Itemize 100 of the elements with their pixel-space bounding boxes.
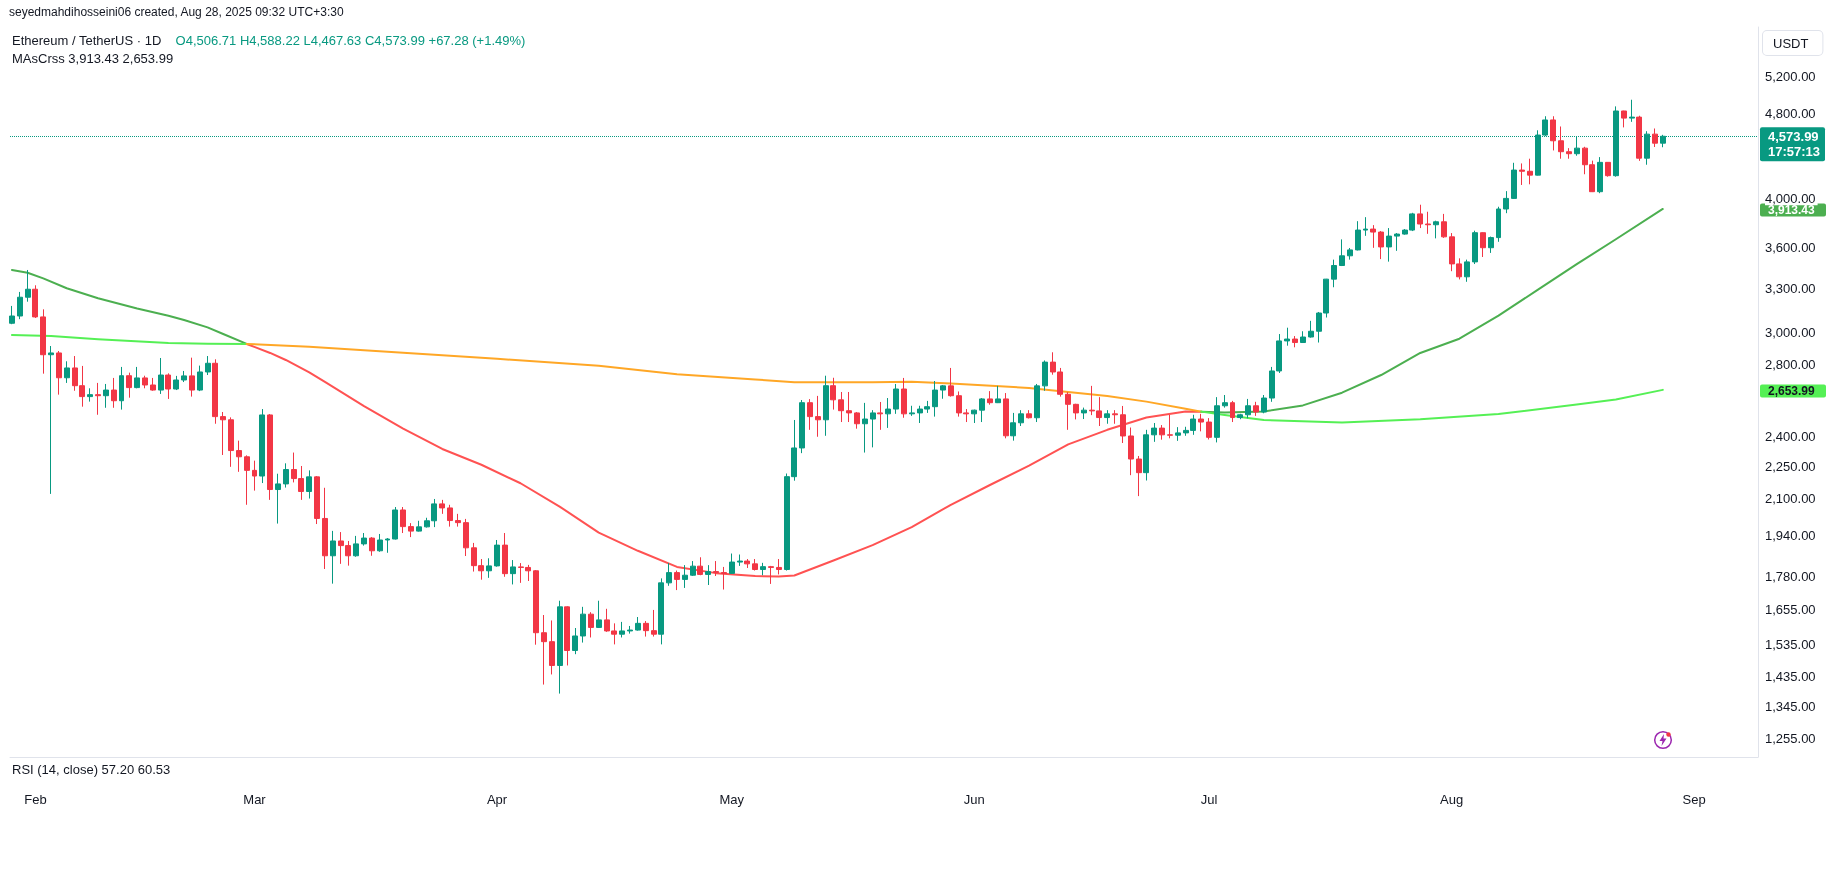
candlestick — [1112, 409, 1118, 425]
y-tick-label: 1,435.00 — [1765, 668, 1816, 684]
text: seyedmahdihosseini06 created, Aug 28, 2025 09:32 UTC+3:30 — [9, 5, 344, 19]
candlestick — [572, 627, 578, 655]
candlestick — [494, 539, 500, 568]
candlestick — [854, 411, 860, 430]
candlestick — [815, 395, 821, 438]
candlestick — [463, 518, 469, 557]
candlestick — [252, 460, 257, 492]
candlestick — [627, 625, 633, 635]
candlestick — [212, 358, 218, 425]
ref-line-label: 4,573.99 — [1768, 129, 1819, 145]
candlestick — [56, 350, 62, 396]
candlestick — [369, 536, 375, 557]
y-tick-label: 1,655.00 — [1765, 602, 1816, 618]
candlestick — [158, 357, 164, 395]
candlestick — [1222, 394, 1228, 409]
candlestick — [1621, 110, 1627, 128]
candlestick — [1488, 236, 1494, 254]
candlestick — [1175, 426, 1181, 442]
candlestick — [1472, 230, 1478, 265]
candlestick — [189, 357, 195, 398]
candlestick — [259, 408, 265, 484]
candlestick — [1018, 409, 1024, 427]
line-series — [10, 333, 248, 345]
candlestick — [1065, 391, 1071, 431]
candlestick — [1636, 115, 1642, 162]
candlestick — [619, 621, 625, 638]
candlestick — [564, 605, 570, 666]
candlestick — [150, 377, 156, 392]
text: Ethereum / TetherUS · 1D — [12, 33, 162, 48]
candlestick — [1292, 335, 1298, 348]
candlestick — [1253, 401, 1259, 417]
x-tick-label: Sep — [1682, 792, 1706, 807]
candlestick — [1010, 412, 1016, 442]
y-tick-label: 1,255.00 — [1765, 731, 1816, 747]
candlestick — [197, 365, 203, 392]
candlestick — [1261, 394, 1267, 414]
candlestick — [776, 558, 782, 575]
candlestick — [228, 416, 234, 468]
candlestick — [95, 382, 101, 416]
candlestick — [205, 355, 211, 376]
candlestick — [306, 469, 312, 500]
candlestick — [1386, 227, 1392, 263]
candlestick — [322, 487, 328, 570]
candlestick — [244, 454, 250, 506]
line-series — [245, 342, 1203, 578]
candlestick — [1378, 230, 1384, 260]
candlestick — [25, 269, 31, 303]
x-tick-label: Jul — [1200, 792, 1218, 807]
candlestick — [1355, 220, 1361, 251]
x-tick-label: Mar — [243, 792, 267, 807]
candlestick — [682, 564, 688, 589]
candlestick — [1206, 417, 1212, 440]
candlestick — [392, 506, 398, 541]
candlestick — [181, 370, 187, 383]
candlestick — [987, 390, 993, 406]
y-tick-label: 2,250.00 — [1765, 459, 1816, 475]
candlestick — [385, 537, 390, 554]
candlestick — [940, 384, 946, 400]
candlestick — [1237, 413, 1243, 420]
candlestick — [541, 614, 547, 686]
candlestick — [995, 385, 1001, 404]
candlestick — [314, 475, 320, 525]
candlestick — [1245, 398, 1251, 419]
x-tick-label: Feb — [24, 792, 47, 807]
candlestick — [1073, 403, 1079, 420]
candlestick — [119, 366, 124, 411]
line-series — [10, 268, 248, 345]
candlestick — [635, 616, 641, 632]
candlestick — [729, 553, 735, 575]
candlestick — [1120, 405, 1126, 444]
candlestick — [142, 375, 148, 389]
candlestick — [1230, 400, 1235, 423]
x-tick-label: May — [719, 792, 745, 807]
candlestick — [690, 560, 696, 577]
candlestick — [588, 611, 594, 638]
candlestick — [1284, 327, 1290, 347]
x-tick-label: Apr — [486, 792, 508, 807]
line-series — [1200, 388, 1664, 424]
candlestick — [674, 570, 680, 591]
y-tick-label: 5,200.00 — [1765, 69, 1816, 85]
candlestick — [1214, 396, 1220, 443]
candlestick — [9, 305, 15, 325]
candlestick — [1496, 206, 1501, 243]
candlestick — [408, 522, 414, 538]
line-series — [245, 342, 1203, 413]
candlestick — [877, 401, 883, 431]
candlestick — [760, 562, 766, 576]
candlestick — [1464, 259, 1470, 283]
candlestick — [971, 409, 977, 424]
candlestick — [580, 606, 586, 644]
candlestick — [173, 375, 179, 391]
candlestick — [697, 556, 703, 576]
candlestick — [353, 535, 359, 558]
text: 17:57:13 — [1768, 144, 1821, 160]
candlestick — [377, 533, 383, 553]
candlestick — [40, 308, 46, 375]
candlestick — [1597, 156, 1603, 194]
annotation: MAsCrss 3,913.43 2,653.99 — [12, 50, 174, 66]
